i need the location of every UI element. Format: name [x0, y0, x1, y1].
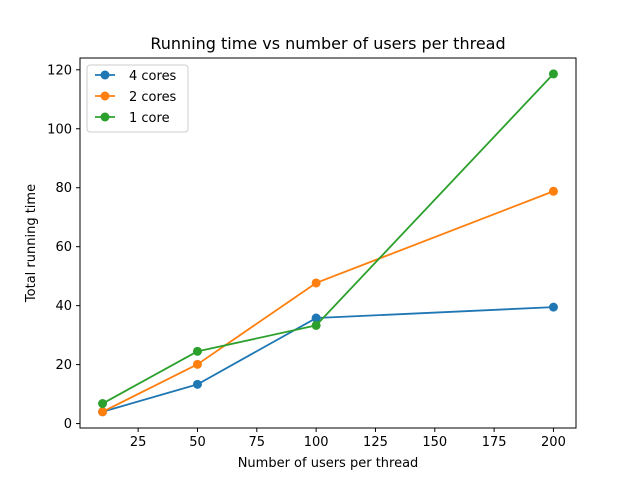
legend-label: 4 cores	[129, 69, 177, 84]
data-point	[192, 379, 202, 389]
series-line	[102, 190, 554, 413]
legend-label: 2 cores	[129, 90, 177, 105]
y-tick-label: 60	[55, 240, 72, 255]
series-line	[102, 73, 555, 405]
y-tick-label: 40	[55, 299, 72, 314]
data-point	[548, 186, 558, 196]
y-axis-label: Total running time	[24, 184, 39, 303]
chart-title: Running time vs number of users per thre…	[150, 34, 505, 53]
series-layer	[98, 69, 558, 417]
x-tick-label: 175	[482, 435, 507, 450]
series-0	[98, 302, 558, 417]
x-tick-label: 50	[189, 435, 206, 450]
x-tick-label: 150	[422, 435, 447, 450]
legend-item: 2 cores	[95, 90, 177, 105]
data-point	[192, 346, 202, 356]
legend-box	[86, 64, 189, 133]
legend-marker	[100, 112, 110, 122]
legend: 4 cores 2 cores 1 core	[86, 64, 189, 133]
data-point	[311, 278, 321, 288]
legend-marker	[100, 70, 110, 80]
legend-marker	[100, 91, 110, 101]
y-tick-label: 120	[47, 63, 72, 78]
x-axis-label: Number of users per thread	[238, 456, 419, 471]
series-line	[102, 306, 554, 413]
data-point	[98, 407, 108, 417]
x-tick-label: 125	[363, 435, 388, 450]
y-tick-label: 100	[47, 122, 72, 137]
series-2	[98, 69, 558, 409]
data-point	[98, 399, 108, 409]
x-tick-label: 25	[130, 435, 147, 450]
data-point	[192, 359, 202, 369]
data-point	[311, 320, 321, 330]
plot-frame	[79, 57, 577, 429]
x-tick-label: 75	[249, 435, 266, 450]
legend-item: 4 cores	[95, 69, 177, 84]
x-tick-label: 200	[541, 435, 566, 450]
legend-item: 1 core	[95, 111, 170, 126]
data-point	[548, 302, 558, 312]
legend-label: 1 core	[129, 111, 170, 126]
x-tick-label: 100	[304, 435, 329, 450]
y-tick-label: 0	[64, 417, 72, 432]
y-tick-label: 80	[55, 181, 72, 196]
data-point	[311, 313, 321, 323]
series-1	[98, 186, 558, 417]
y-tick-label: 20	[55, 358, 72, 373]
axis-ticks: 25 50 75 100 125 150 175 200 0 20 40 60 80 100 120	[47, 63, 566, 450]
data-point	[548, 69, 558, 79]
